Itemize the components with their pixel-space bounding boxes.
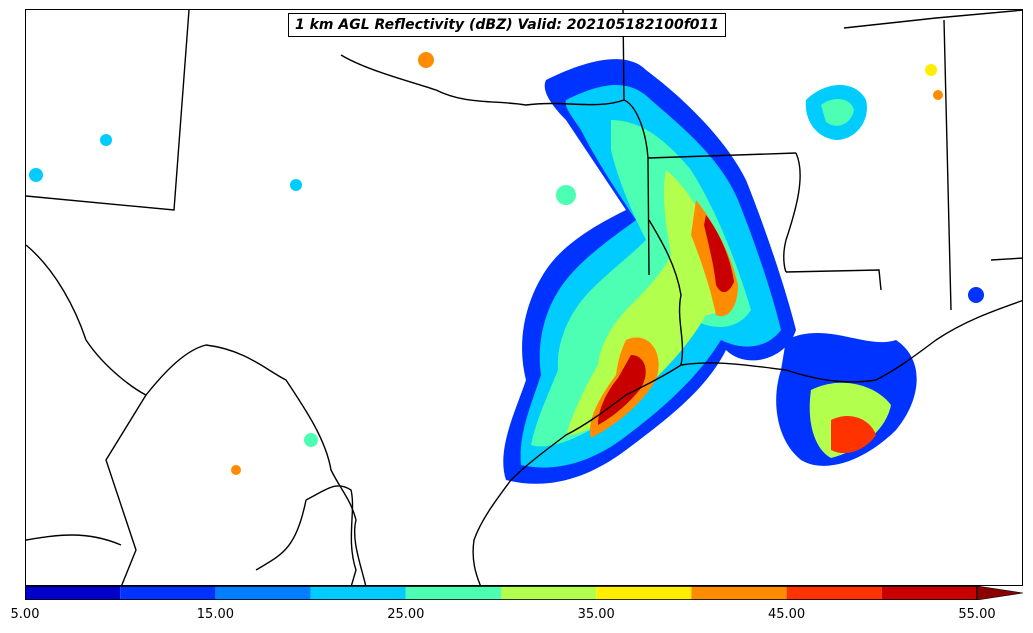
echo-cell (933, 90, 943, 100)
state-border (255, 499, 307, 571)
colorbar-segment-7 (691, 586, 787, 600)
map-canvas (26, 10, 1022, 585)
echo-cluster-la-core (831, 415, 876, 454)
colorbar-segment-2 (215, 586, 311, 600)
state-border (105, 394, 147, 585)
colorbar-tick-label: 55.00 (958, 607, 996, 622)
echo-cell (418, 52, 434, 68)
echo-cell (556, 185, 576, 205)
echo-cell (231, 465, 241, 475)
colorbar-extend-arrow (976, 586, 1024, 600)
map-title: 1 km AGL Reflectivity (dBZ) Valid: 20210… (288, 13, 727, 37)
colorbar-tick-label: 45.00 (767, 607, 806, 622)
colorbar-tick-label: 5.00 (10, 607, 40, 622)
state-border (990, 257, 1022, 261)
river-border (648, 219, 684, 366)
colorbar-segment-9 (881, 586, 977, 600)
state-border (843, 10, 1022, 29)
coastline (472, 364, 682, 585)
state-border (647, 152, 797, 159)
colorbar-segment-6 (596, 586, 692, 600)
colorbar-segment-1 (120, 586, 216, 600)
reflectivity-echoes (29, 52, 984, 484)
colorbar-segment-4 (405, 586, 501, 600)
echo-cell (304, 433, 318, 447)
echo-cell (968, 287, 984, 303)
river-border (783, 152, 801, 273)
colorbar-segment-0 (25, 586, 121, 600)
state-border (26, 10, 190, 211)
colorbar-segment-5 (501, 586, 597, 600)
colorbar-segment-3 (310, 586, 406, 600)
echo-cell (925, 64, 937, 76)
river-border (340, 54, 649, 159)
echo-cell (100, 134, 112, 146)
echo-cluster-ms-inner (821, 98, 854, 126)
echo-cell (29, 168, 43, 182)
colorbar-tick-label: 15.00 (196, 607, 234, 622)
echo-band-yellow (566, 170, 728, 435)
colorbar-segment-8 (786, 586, 882, 600)
colorbar-tick-label: 25.00 (387, 607, 425, 622)
state-border (305, 485, 357, 585)
colorbar (25, 586, 1024, 600)
map-boundaries (26, 10, 1022, 585)
coastline (680, 299, 1022, 383)
colorbar-outline (25, 586, 977, 600)
colorbar-tick-label: 35.00 (577, 607, 615, 622)
state-border (943, 19, 952, 311)
echo-cell (290, 179, 302, 191)
state-border (785, 269, 882, 291)
reflectivity-map (25, 9, 1023, 586)
echo-core-red (598, 215, 734, 425)
state-border (26, 534, 122, 546)
